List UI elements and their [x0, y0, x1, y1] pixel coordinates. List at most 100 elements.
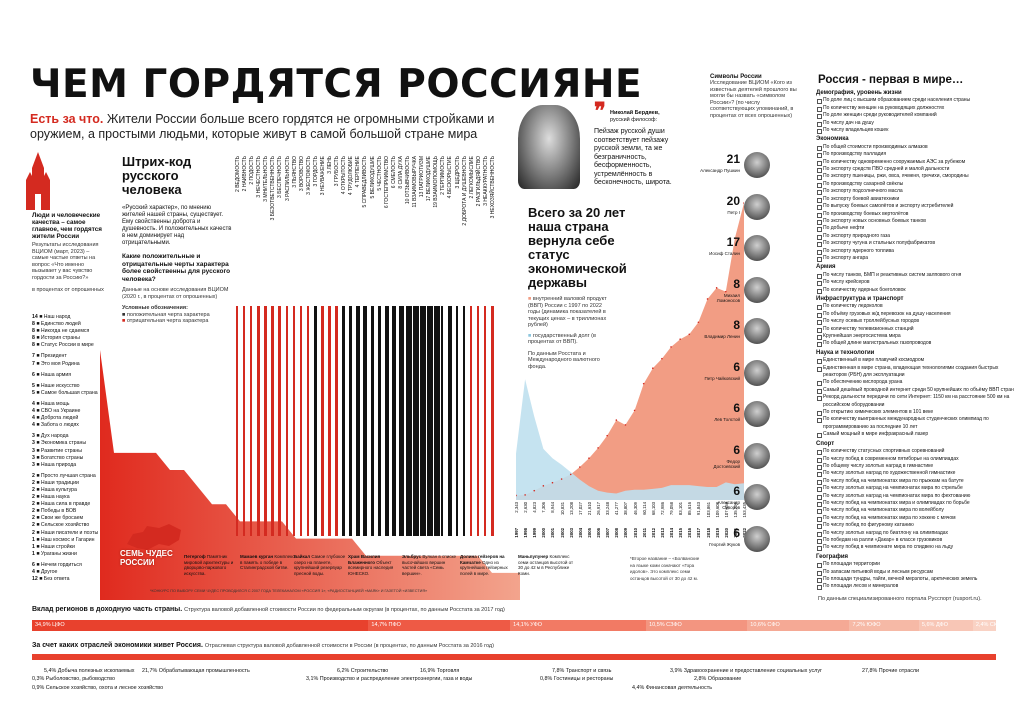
- barcode-label: 4 БЕСКОРЫСТИЕ: [447, 156, 454, 199]
- barcode-label: 3 ЛЕНЬ: [327, 156, 334, 174]
- first-section-title: Демография, уровень жизни: [816, 90, 902, 96]
- symbol-portrait: [744, 484, 770, 510]
- pride-area-chart: [100, 350, 520, 600]
- symbol-name: Иосиф Сталин: [709, 251, 740, 256]
- first-item: По открытию химических элементов в 101 в…: [816, 409, 1016, 417]
- first-item: По числу побед на чемпионатах мира по хо…: [816, 515, 1016, 523]
- gdp-point: [743, 202, 744, 204]
- barcode-label: 3 НЕАККУРАТНОСТЬ: [482, 156, 489, 206]
- pride-item: 2 ■ Сельское хозяйство: [32, 522, 90, 529]
- first-item: По экспорту природного газа: [816, 233, 1016, 241]
- year-tick: 2010: [632, 528, 638, 538]
- pride-item: 1 ■ Ураганы жизни: [32, 550, 77, 557]
- first-item: По экспорту боевой авиатехники: [816, 196, 1016, 204]
- first-item: По обеспечению кислорода урана: [816, 379, 1016, 387]
- barcode-bar: [250, 306, 253, 536]
- wonder-item: Эльбрус Вулкан в списке высочайших верши…: [402, 554, 456, 576]
- barcode-bar: [306, 306, 310, 536]
- symbol-rank: 20: [726, 193, 740, 208]
- legend-positive: ■ положительная черта характера: [122, 311, 210, 318]
- wonder-item: Байкал Самое глубокое озеро на планете, …: [294, 554, 346, 576]
- first-item: По числу золотых наград по биатлону на о…: [816, 530, 1016, 537]
- gdp-value-label: 46,309: [632, 502, 638, 516]
- barcode-bar: [342, 306, 346, 536]
- barcode-bar: [405, 306, 412, 536]
- wonder-item: Петергоф Памятник мировой архитектуры и …: [184, 554, 234, 576]
- barcode-label: 2 РАЗГИЛЬДЯЙСТВО: [475, 156, 482, 207]
- barcode-label: 4 ТРУДОЛЮБИЕ: [348, 156, 355, 196]
- industry-label: 3,1% Производство и распределение электр…: [306, 676, 473, 682]
- gdp-point: [615, 419, 618, 421]
- barcode-label: 2 ПОДОСТЬ: [249, 156, 256, 185]
- pride-item: 1 ■ Наши стройки: [32, 543, 75, 550]
- industry-label: 6,2% Строительство: [337, 668, 389, 674]
- year-tick: 2006: [596, 528, 602, 538]
- first-section-title: Инфраструктура и транспорт: [816, 295, 904, 302]
- legend-title: Условные обозначения:: [122, 305, 188, 311]
- pride-item: 3 ■ Наша природа: [32, 461, 77, 468]
- barcode-label: 3 ЩЕДРОСТЬ: [454, 156, 461, 189]
- first-item: Самый мощный в мире инфракрасный лазер: [816, 431, 1016, 439]
- pride-item: 2 ■ Наши писатели и поэты: [32, 529, 99, 536]
- year-tick: 2015: [678, 528, 684, 538]
- barcode-label: 3 ВОРОВСТВО: [298, 156, 305, 192]
- debt-area: [516, 379, 744, 500]
- first-item: По доле женщин среди руководителей компа…: [816, 112, 1016, 120]
- pride-item: 2 ■ Просто лучшая страна: [32, 472, 96, 479]
- gdp-point: [715, 287, 718, 289]
- barcode-bar: [483, 306, 487, 536]
- gdp-point: [560, 478, 563, 480]
- year-tick: 2003: [568, 528, 574, 538]
- industry-label: 7,8% Транспорт и связь: [552, 668, 612, 674]
- barcode-label: 3 ГРУБОСТЬ: [334, 156, 341, 187]
- year-tick: 1999: [532, 528, 538, 538]
- first-item: По числу владельцев кошек: [816, 127, 1016, 135]
- lead-text: Жители России больше всего гордятся не о…: [30, 112, 495, 141]
- barcode-bar: [384, 306, 389, 536]
- first-item: По количеству выигранных международных с…: [816, 416, 1016, 431]
- symbols-list: 21 Александр Пушкин 20 Петр I 17 Иосиф Сталин…: [698, 150, 798, 570]
- first-section-title: Спорт: [816, 440, 835, 447]
- first-item: По общей длине магистральных газопроводо…: [816, 340, 1016, 348]
- barcode-bar: [448, 306, 452, 536]
- pride-item: 1 ■ Наш космос и Гагарин: [32, 536, 95, 543]
- page-title: ЧЕМ ГОРДЯТСЯ РОССИЯНЕ: [30, 62, 643, 107]
- barcode-label: 4 ТЕРПЕНИЕ: [355, 156, 362, 188]
- symbol-portrait: [744, 235, 770, 261]
- barcode-label: 3 РАСПИЛЬНОСТЬ: [284, 156, 291, 202]
- pride-item: 3 ■ Дух народа: [32, 433, 69, 440]
- pride-item: 4 ■ Наша мощь: [32, 400, 70, 407]
- symbol-portrait: [744, 318, 770, 344]
- barcode-bar: [257, 306, 260, 536]
- gdp-point: [679, 338, 681, 340]
- year-tick: 2002: [559, 528, 565, 538]
- first-item: По числу крейсеров: [816, 279, 1016, 287]
- symbol-portrait: [744, 401, 770, 427]
- barcode-bar: [363, 306, 368, 536]
- symbol-rank: 6: [733, 359, 740, 374]
- gdp-value-label: 72,986: [659, 502, 665, 516]
- symbol-rank: 8: [733, 318, 740, 332]
- first-item: Крупнейшая энергосистема мира: [816, 333, 1016, 341]
- first-item: По площади лесов и минералов: [816, 583, 1016, 591]
- region-segment: 14,1% УФО: [510, 620, 647, 631]
- barcode-label: 11 ВЗАИМОВЫРУЧКА: [412, 156, 419, 208]
- gdp-value-label: 8,944: [550, 502, 556, 513]
- first-item: По числу золотых наград на чемпионатах м…: [816, 485, 1016, 493]
- barcode-label: 3 ГОРДОСТЬ: [312, 156, 319, 187]
- first-item: По экспорту средств ПВО средней и малой …: [816, 166, 1016, 174]
- first-item: Единственный в мире плавучий космодром: [816, 357, 1016, 365]
- gdp-value-label: 2,343: [514, 502, 519, 513]
- pride-item: 5 ■ Самое большая страна: [32, 389, 98, 396]
- industry-label: 0,9% Сельское хозяйство, охота и лесное …: [32, 685, 164, 691]
- year-tick: 2011: [641, 528, 647, 538]
- region-segment: 34,9% ЦФО: [32, 620, 369, 631]
- industries-labels: 5,4% Добыча полезных ископаемых 0,3% Рыбо…: [32, 660, 996, 700]
- first-item: По запасам питьевой воды и лесным ресурс…: [816, 569, 1016, 576]
- symbol-rank: 17: [726, 235, 740, 249]
- year-tick: 2016: [687, 528, 693, 538]
- lead-paragraph: Есть за что. Жители России больше всего …: [30, 112, 510, 142]
- russia-map-icon: [127, 524, 181, 550]
- gdp-value-label: 17,027: [577, 502, 583, 516]
- gdp-value-label: 26,917: [596, 502, 602, 516]
